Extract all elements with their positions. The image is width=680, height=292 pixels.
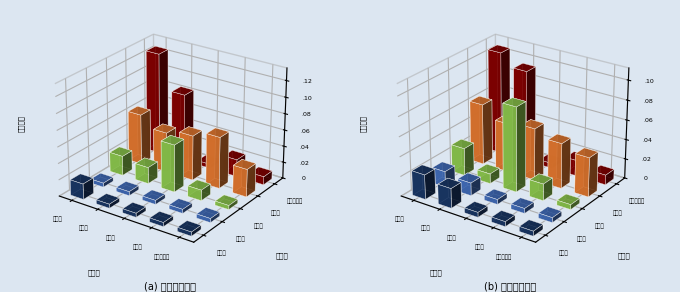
Text: 波及因子: 波及因子 bbox=[18, 114, 25, 132]
X-axis label: 仕入先: 仕入先 bbox=[429, 270, 442, 276]
Text: (a) 川下への波及: (a) 川下への波及 bbox=[144, 281, 196, 291]
X-axis label: 販売先: 販売先 bbox=[88, 270, 100, 276]
Text: 波及因子: 波及因子 bbox=[360, 114, 367, 132]
Y-axis label: 販売元: 販売元 bbox=[276, 253, 289, 259]
Y-axis label: 仕入元: 仕入元 bbox=[618, 253, 630, 259]
Text: (b) 川上への波及: (b) 川上への波及 bbox=[484, 281, 536, 291]
